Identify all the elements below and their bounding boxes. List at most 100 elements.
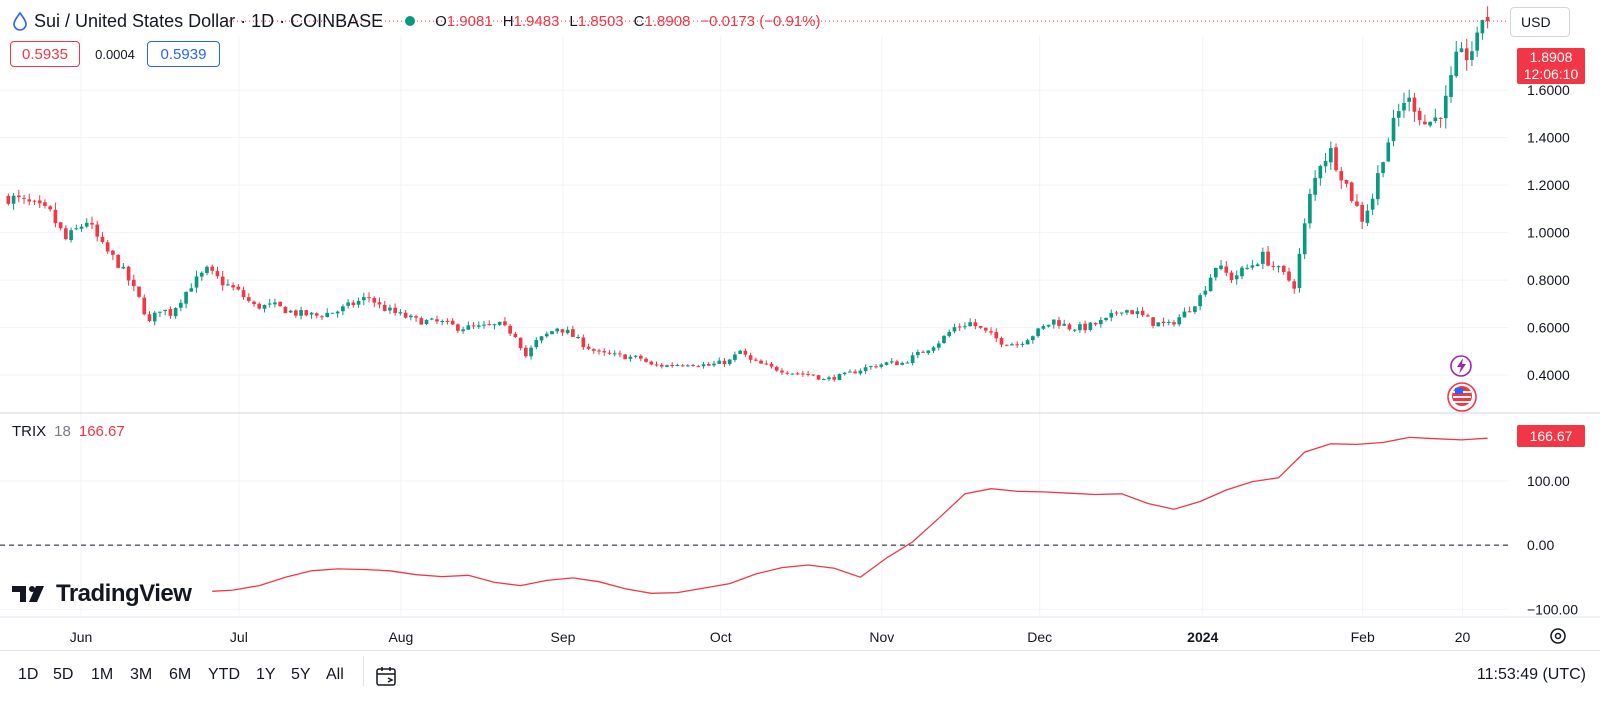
candle-body — [874, 366, 878, 368]
timeframe-5y-button[interactable]: 5Y — [291, 666, 311, 683]
candle-body — [1475, 32, 1479, 51]
candle-body — [1339, 171, 1344, 181]
price-tick-label: 1.0000 — [1527, 225, 1570, 241]
us-flag-event-icon[interactable] — [1447, 382, 1477, 412]
candle-body — [1412, 97, 1417, 112]
timeframe-all-button[interactable]: All — [326, 666, 344, 683]
candle-body — [832, 377, 837, 380]
candle-body — [335, 311, 340, 314]
candle-body — [48, 206, 53, 210]
candle-body — [790, 373, 795, 375]
symbol-legend: Sui / United States Dollar · 1D · COINBA… — [12, 10, 820, 32]
candle-body — [273, 302, 277, 305]
candle-body — [1057, 320, 1061, 326]
candle-body — [294, 310, 298, 316]
candle-body — [1114, 312, 1119, 314]
candle-body — [884, 362, 889, 365]
candle-body — [435, 319, 439, 322]
candle-body — [37, 200, 42, 204]
candle-body — [1072, 329, 1077, 331]
candle-body — [686, 365, 690, 367]
candle-body — [388, 307, 392, 311]
candle-body — [1161, 321, 1166, 323]
candle-body — [409, 315, 413, 318]
candle-body — [712, 363, 716, 366]
candle-body — [1078, 324, 1082, 331]
candle-body — [1177, 317, 1182, 325]
candle-body — [942, 335, 946, 343]
currency-button[interactable]: USD — [1510, 7, 1570, 37]
candle-body — [665, 365, 669, 367]
utc-clock[interactable]: 11:53:49 (UTC) — [1476, 666, 1586, 683]
candle-body — [1297, 253, 1302, 289]
time-tick-label: Jul — [230, 629, 248, 645]
candle-body — [1198, 295, 1202, 307]
candle-body — [414, 316, 418, 318]
time-tick-label: Jun — [70, 629, 93, 645]
candle-body — [1182, 311, 1187, 318]
candle-body — [184, 291, 188, 304]
candle-body — [931, 347, 936, 351]
candle-body — [189, 288, 194, 292]
candle-body — [1459, 48, 1464, 53]
candle-body — [717, 360, 722, 364]
candle-body — [341, 306, 345, 312]
price-tick-label: 0.6000 — [1527, 320, 1570, 336]
candle-body — [973, 322, 978, 327]
candle-body — [1051, 319, 1056, 325]
sell-price-button[interactable]: 0.5935 — [10, 41, 80, 67]
price-tick-label: 1.4000 — [1527, 130, 1570, 146]
timeframe-3m-button[interactable]: 3M — [130, 666, 153, 683]
candle-body — [27, 199, 32, 202]
settings-gear-icon[interactable] — [1550, 628, 1566, 644]
candle-body — [314, 313, 319, 316]
candle-body — [1187, 311, 1192, 313]
candle-body — [743, 350, 748, 355]
buy-price-button[interactable]: 0.5939 — [147, 41, 220, 67]
low-value: 1.8503 — [577, 12, 624, 30]
lightning-event-icon[interactable] — [1450, 355, 1472, 377]
candle-body — [1119, 312, 1124, 314]
candle-body — [16, 195, 21, 198]
timeframe-6m-button[interactable]: 6M — [169, 666, 192, 683]
candle-body — [1407, 97, 1412, 102]
timeframe-1d-button[interactable]: 1D — [18, 666, 39, 683]
symbol-title[interactable]: Sui / United States Dollar · 1D · COINBA… — [34, 10, 384, 31]
market-status-dot[interactable] — [405, 16, 416, 26]
candle-body — [299, 310, 303, 316]
candle-body — [1449, 75, 1453, 97]
timeframe-ytd-button[interactable]: YTD — [208, 666, 240, 683]
candle-body — [131, 279, 136, 287]
candle-body — [1067, 324, 1072, 330]
candle-body — [811, 374, 816, 376]
tradingview-logo[interactable]: TradingView — [12, 580, 192, 608]
candle-body — [989, 331, 993, 333]
candle-body — [43, 202, 47, 206]
candle-body — [445, 320, 450, 322]
candle-body — [1046, 324, 1051, 327]
candle-body — [1255, 264, 1260, 267]
indicator-legend[interactable]: TRIX 18 166.67 — [12, 423, 125, 440]
date-range-calendar-icon[interactable] — [374, 664, 398, 693]
trix-tick-label: 0.00 — [1527, 537, 1554, 553]
candle-body — [806, 373, 810, 375]
candle-body — [11, 195, 16, 204]
candle-body — [848, 371, 852, 373]
candle-body — [565, 329, 570, 334]
candle-body — [607, 352, 612, 354]
candle-body — [179, 302, 183, 308]
timeframe-1m-button[interactable]: 1M — [91, 666, 114, 683]
trix-axis: −100.00 0.00 100.00 — [1527, 473, 1578, 617]
candle-body — [1344, 180, 1349, 184]
candle-body — [1146, 315, 1150, 317]
candle-body — [696, 366, 701, 368]
candle-body — [795, 373, 800, 375]
timeframe-1y-button[interactable]: 1Y — [256, 666, 276, 683]
timeframe-5d-button[interactable]: 5D — [53, 666, 74, 683]
candle-body — [1093, 322, 1098, 325]
candle-body — [586, 346, 591, 349]
open-label: O — [435, 12, 447, 30]
candle-body — [1365, 210, 1370, 223]
time-tick-label: 2024 — [1187, 629, 1218, 645]
